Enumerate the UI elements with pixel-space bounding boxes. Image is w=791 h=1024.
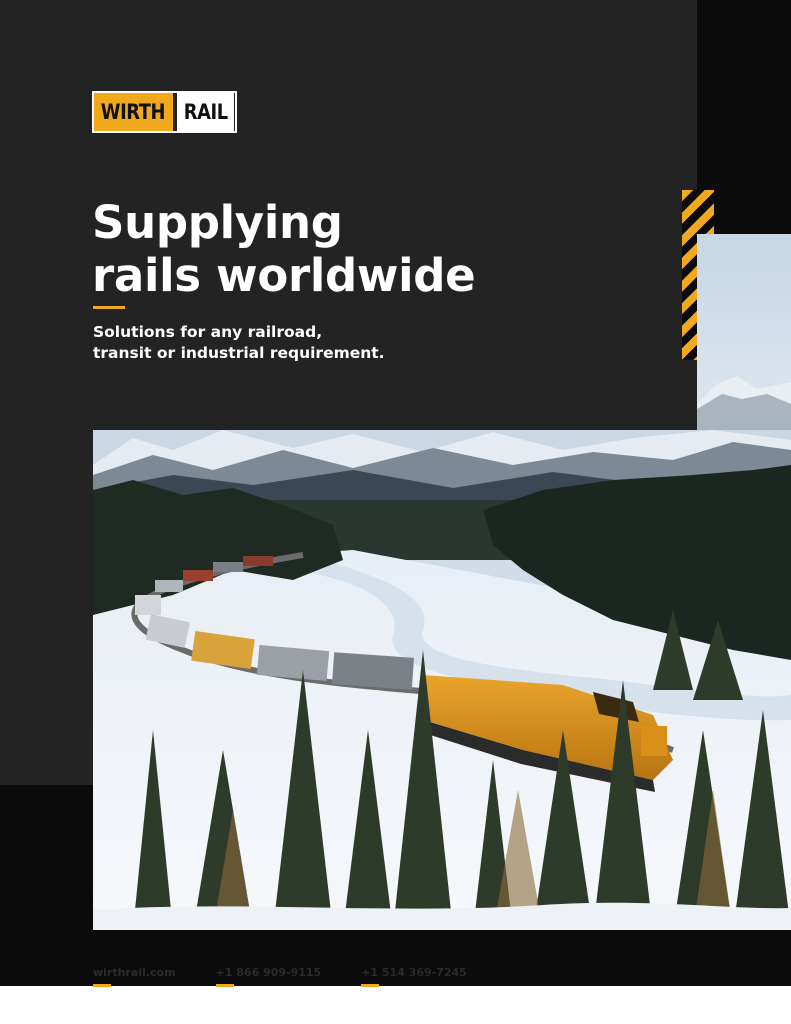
foreground-trees <box>133 610 791 930</box>
train-landscape-illustration <box>93 430 791 930</box>
locomotive <box>421 675 673 792</box>
photo-sky-extension <box>697 234 791 430</box>
footer-phone-1: +1 866 909-9115 <box>215 966 322 987</box>
wirth-rail-logo: WIRTH RAIL <box>92 91 238 133</box>
sky-extension-graphic <box>697 234 791 430</box>
subhead-line-2: transit or industrial requirement. <box>93 344 385 362</box>
logo-text-left: WIRTH <box>94 93 173 131</box>
subhead-line-1: Solutions for any railroad, <box>93 323 323 341</box>
footer-accent-bar <box>93 984 111 987</box>
subheadline: Solutions for any railroad, transit or i… <box>93 322 385 364</box>
train-photo <box>93 430 791 930</box>
accent-divider <box>93 306 125 309</box>
footer-accent-bar <box>361 984 380 987</box>
footer-phone-2: +1 514 369-7245 <box>361 966 467 987</box>
headline-line-2: rails worldwide <box>92 249 476 302</box>
phone-number-1: +1 866 909-9115 <box>215 966 322 979</box>
headline-line-1: Supplying <box>92 196 343 249</box>
headline: Supplying rails worldwide <box>92 196 476 302</box>
footer-website: wirthrail.com <box>93 966 176 987</box>
website-link[interactable]: wirthrail.com <box>93 966 176 979</box>
contact-footer: wirthrail.com +1 866 909-9115 +1 514 369… <box>93 966 467 987</box>
phone-number-2: +1 514 369-7245 <box>361 966 467 979</box>
footer-accent-bar <box>215 984 234 987</box>
logo-text-right: RAIL <box>176 93 234 131</box>
freight-cars <box>135 556 415 690</box>
